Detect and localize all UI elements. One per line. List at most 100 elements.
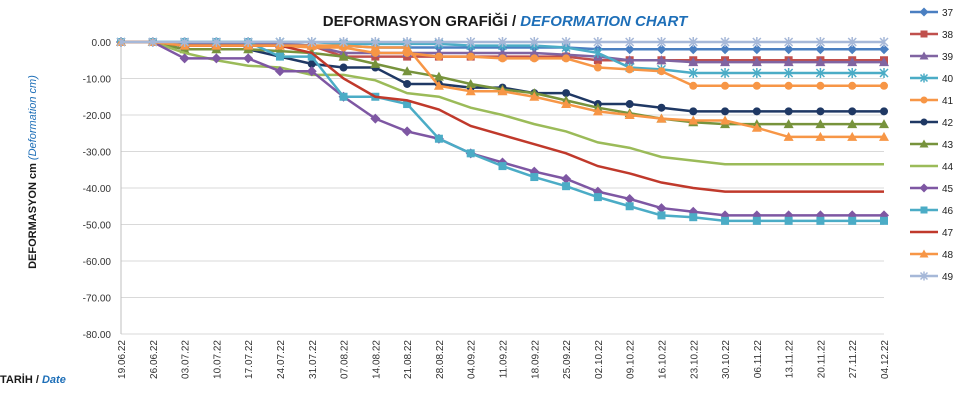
data-point — [657, 67, 666, 76]
data-point — [656, 55, 667, 65]
y-tick-label: -80.00 — [83, 330, 112, 341]
data-point — [720, 37, 730, 47]
chart-title-separator: / — [508, 13, 521, 30]
data-point — [688, 115, 699, 125]
data-point — [752, 216, 761, 225]
data-point — [847, 68, 857, 79]
data-point — [721, 107, 730, 116]
data-point — [434, 134, 443, 143]
chart-subtitle: DEFORMATION CHART — [520, 13, 689, 30]
x-tick-label: 23.10.22 — [689, 340, 700, 379]
data-point — [784, 81, 793, 90]
x-tick-label: 19.06.22 — [117, 340, 128, 379]
data-point — [688, 44, 699, 55]
data-point — [920, 30, 928, 38]
data-point — [624, 55, 635, 65]
x-tick-label: 30.10.22 — [721, 340, 732, 379]
y-axis-label-main: DEFORMASYON cm — [27, 163, 39, 269]
data-point — [562, 54, 571, 63]
y-tick-label: 0.00 — [92, 38, 112, 49]
x-tick-label: 28.08.22 — [435, 340, 446, 379]
data-point — [529, 47, 540, 57]
x-tick-label: 18.09.22 — [530, 340, 541, 379]
data-point — [720, 115, 731, 125]
data-point — [339, 37, 349, 47]
series-line — [121, 40, 884, 217]
legend-item: 40 — [910, 73, 954, 85]
data-point — [847, 37, 857, 47]
data-point — [497, 47, 508, 57]
y-axis-label: DEFORMASYON cm (Deformation cm) — [27, 75, 39, 269]
data-point — [625, 65, 634, 74]
data-point — [815, 131, 826, 141]
data-point — [879, 68, 889, 79]
data-point — [783, 44, 794, 55]
x-tick-label: 25.09.22 — [562, 340, 573, 379]
legend-label: 45 — [942, 184, 954, 195]
data-point — [919, 51, 929, 60]
x-tick-label: 14.08.22 — [371, 340, 382, 379]
data-point — [593, 193, 602, 202]
data-point — [657, 103, 666, 112]
data-point — [688, 57, 699, 67]
data-point — [275, 37, 285, 47]
data-point — [816, 107, 825, 116]
data-point — [751, 57, 762, 67]
data-point — [466, 52, 475, 61]
data-point — [403, 100, 412, 109]
x-tick-label: 27.11.22 — [848, 340, 859, 379]
x-tick-label: 04.09.22 — [467, 340, 478, 379]
legend-label: 37 — [942, 8, 954, 19]
data-point — [656, 37, 666, 47]
legend-label: 49 — [942, 272, 954, 283]
data-point — [497, 37, 508, 47]
x-tick-label: 07.08.22 — [340, 340, 351, 379]
y-axis-label-en: (Deformation cm) — [27, 75, 39, 160]
data-point — [815, 44, 826, 55]
data-point — [879, 119, 889, 129]
legend-item: 38 — [910, 30, 954, 41]
data-point — [656, 203, 667, 214]
data-point — [593, 37, 603, 47]
legend-label: 47 — [942, 228, 954, 239]
x-tick-label: 13.11.22 — [785, 340, 796, 379]
series-layer — [116, 37, 889, 225]
data-point — [370, 58, 381, 68]
data-point — [751, 44, 762, 55]
legend-item: 47 — [910, 228, 954, 239]
legend-item: 41 — [910, 96, 954, 107]
data-point — [783, 131, 794, 141]
x-tick-label: 11.09.22 — [499, 340, 510, 379]
data-point — [307, 52, 316, 61]
data-point — [721, 81, 730, 90]
data-point — [370, 113, 381, 124]
data-point — [243, 37, 253, 47]
data-point — [656, 44, 667, 55]
data-point — [625, 37, 635, 47]
data-point — [625, 100, 634, 109]
grid-layer: 0.00 -10.00 -20.00 -30.00 -40.00 -50.00 -60.00… — [83, 38, 891, 379]
x-axis-label-en: Date — [42, 374, 66, 386]
data-point — [562, 182, 571, 191]
data-point — [243, 53, 254, 64]
data-point — [815, 119, 826, 129]
data-point — [179, 53, 190, 64]
data-point — [624, 44, 635, 55]
legend-label: 41 — [942, 96, 954, 107]
data-point — [847, 119, 858, 129]
data-point — [307, 37, 317, 47]
y-tick-label: -40.00 — [83, 184, 112, 195]
data-point — [688, 37, 698, 47]
x-tick-label: 17.07.22 — [244, 340, 255, 379]
data-point — [920, 118, 928, 126]
data-point — [783, 119, 794, 129]
data-point — [339, 92, 348, 101]
data-point — [116, 37, 126, 47]
data-point — [816, 81, 825, 90]
legend-label: 40 — [942, 74, 954, 85]
data-point — [466, 149, 475, 158]
chart-title-main: DEFORMASYON GRAFİĞİ — [323, 12, 508, 30]
data-point — [689, 213, 698, 222]
legend-item: 49 — [910, 271, 954, 283]
